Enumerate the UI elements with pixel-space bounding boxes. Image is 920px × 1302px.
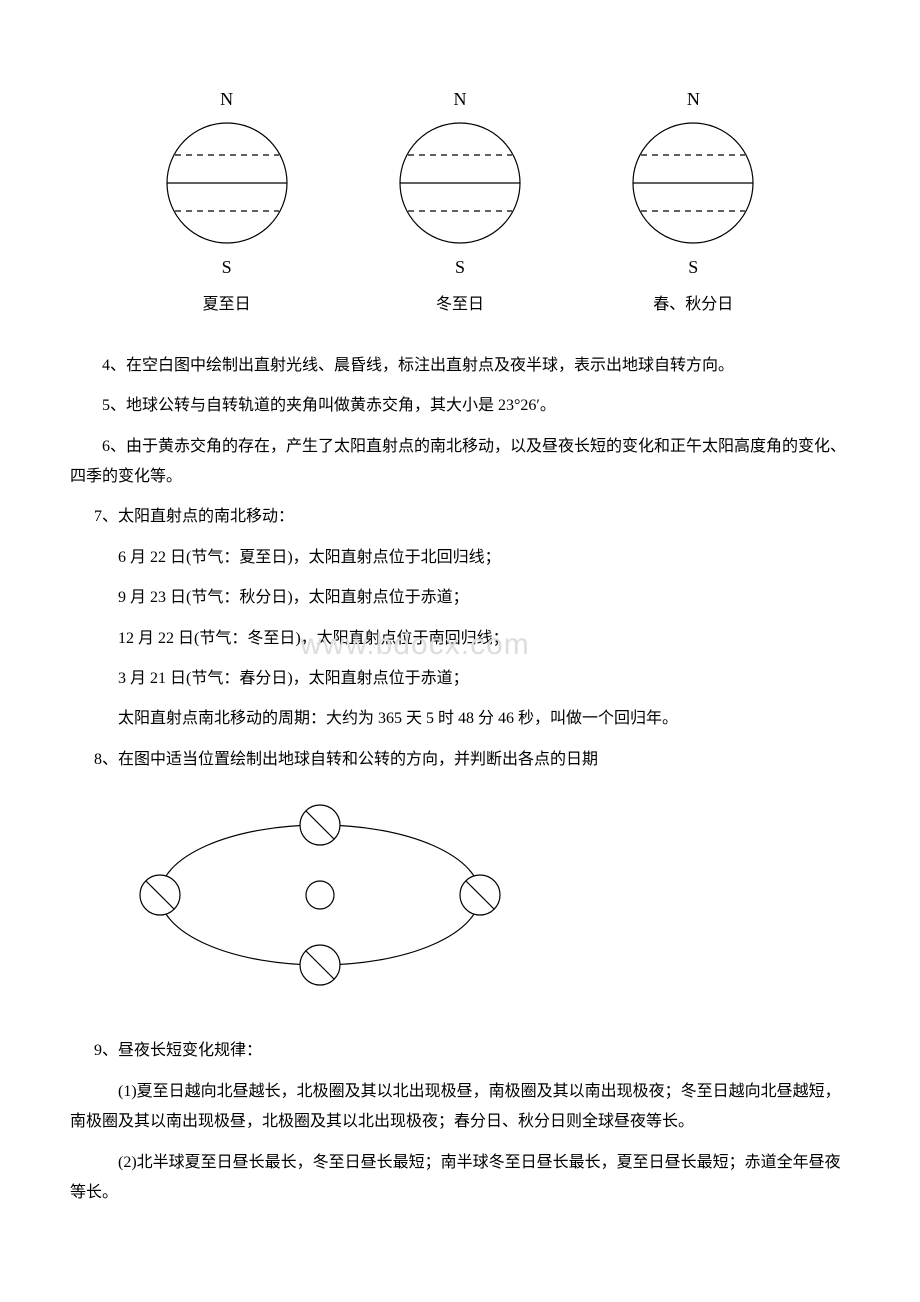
globe-caption-3: 春、秋分日 <box>653 290 733 320</box>
paragraph-7a: 6 月 22 日(节气：夏至日)，太阳直射点位于北回归线； <box>70 543 850 573</box>
paragraph-6: 6、由于黄赤交角的存在，产生了太阳直射点的南北移动，以及昼夜长短的变化和正午太阳… <box>70 432 850 493</box>
globe-label-north: N <box>453 82 466 116</box>
globe-svg-3 <box>628 118 758 248</box>
watermark-wrap: www.bdocx.com 12 月 22 日(节气：冬至日)，太阳直射点位于南… <box>70 624 850 654</box>
globe-label-south: S <box>455 250 465 284</box>
paragraph-9: 9、昼夜长短变化规律： <box>70 1036 850 1066</box>
globe-svg-1 <box>162 118 292 248</box>
paragraph-5: 5、地球公转与自转轨道的夹角叫做黄赤交角，其大小是 23°26′。 <box>70 391 850 421</box>
paragraph-7d: 3 月 21 日(节气：春分日)，太阳直射点位于赤道； <box>70 664 850 694</box>
globe-label-south: S <box>222 250 232 284</box>
paragraph-7: 7、太阳直射点的南北移动： <box>70 502 850 532</box>
orbit-svg <box>130 795 510 995</box>
globe-label-north: N <box>220 82 233 116</box>
paragraph-7e: 太阳直射点南北移动的周期：大约为 365 天 5 时 48 分 46 秒，叫做一… <box>70 704 850 734</box>
paragraph-8: 8、在图中适当位置绘制出地球自转和公转的方向，并判断出各点的日期 <box>70 745 850 775</box>
globe-equinox: N S 春、秋分日 <box>628 80 758 321</box>
globe-diagrams-row: N S 夏至日 N S 冬至日 N S 春、秋分日 <box>70 80 850 321</box>
paragraph-4: 4、在空白图中绘制出直射光线、晨昏线，标注出直射点及夜半球，表示出地球自转方向。 <box>70 351 850 381</box>
globe-label-south: S <box>688 250 698 284</box>
orbit-diagram <box>130 795 850 1006</box>
globe-svg-2 <box>395 118 525 248</box>
globe-label-north: N <box>687 82 700 116</box>
paragraph-7b: 9 月 23 日(节气：秋分日)，太阳直射点位于赤道； <box>70 583 850 613</box>
globe-winter-solstice: N S 冬至日 <box>395 80 525 321</box>
paragraph-9b: (2)北半球夏至日昼长最长，冬至日昼长最短；南半球冬至日昼长最长，夏至日昼长最短… <box>70 1148 850 1209</box>
paragraph-7c: 12 月 22 日(节气：冬至日)，太阳直射点位于南回归线； <box>70 624 850 654</box>
globe-summer-solstice: N S 夏至日 <box>162 80 292 321</box>
globe-caption-1: 夏至日 <box>203 290 251 320</box>
globe-caption-2: 冬至日 <box>436 290 484 320</box>
paragraph-9a: (1)夏至日越向北昼越长，北极圈及其以北出现极昼，南极圈及其以南出现极夜；冬至日… <box>70 1077 850 1138</box>
